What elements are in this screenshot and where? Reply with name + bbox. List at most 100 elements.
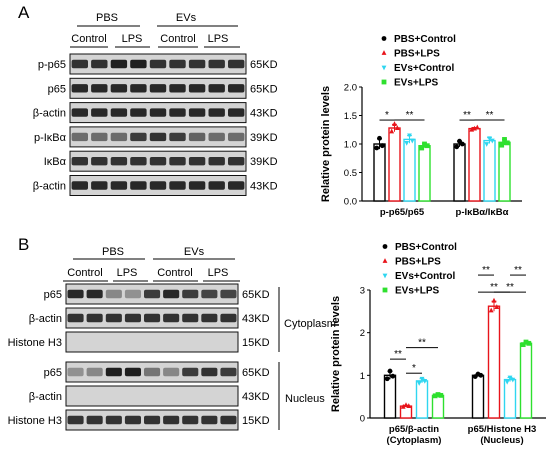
data-point (488, 307, 494, 313)
blot-size-label: 15KD (242, 337, 270, 349)
blot-protein-label: p65 (48, 83, 66, 95)
x-category-label-line: p-IκBα/IκBα (456, 207, 509, 218)
legend-label: EVs+LPS (394, 78, 439, 89)
data-point (392, 121, 397, 126)
data-point (478, 372, 484, 378)
blot-band (188, 181, 206, 190)
panel-b-label: B (18, 235, 29, 254)
blot-band (228, 84, 245, 93)
blot-band (188, 59, 206, 69)
data-point (432, 393, 438, 399)
legend-label: EVs+Control (395, 271, 456, 282)
x-category-label: p-p65/p65 (380, 207, 425, 218)
panel-b-group-evs: EVs (184, 246, 205, 258)
y-tick-label: 3 (360, 286, 365, 297)
y-tick-label: 0 (360, 414, 365, 425)
data-point (504, 140, 510, 146)
data-point (403, 402, 409, 408)
blot-band (130, 59, 147, 69)
data-point (374, 145, 380, 151)
blot-band (208, 59, 225, 69)
y-tick-label: 0.0 (344, 197, 357, 208)
blot-band (228, 59, 245, 69)
blot-band (149, 181, 167, 190)
data-point (387, 368, 393, 374)
bar (503, 378, 517, 419)
data-point (390, 373, 396, 379)
bar (415, 380, 429, 419)
x-category-label-line: p-p65/p65 (380, 207, 425, 218)
data-point (419, 145, 425, 151)
blot-protein-label: p65 (44, 289, 62, 301)
blot-protein-label: p-p65 (38, 59, 66, 71)
blot-band (124, 415, 141, 425)
blot-band (169, 108, 186, 117)
blot-row: p-IκBα 39KD (34, 126, 278, 148)
blot-band (201, 289, 218, 299)
legend-marker (382, 273, 388, 279)
blot-strip (65, 331, 239, 353)
blot-protein-label: Histone H3 (8, 415, 62, 427)
blot-band (144, 289, 161, 299)
blot-row: p65 65KD (44, 361, 270, 383)
blot-band (182, 313, 199, 323)
y-axis-label: Relative protein levels (320, 86, 332, 202)
significance-marker: ** (514, 265, 522, 276)
blot-protein-label: β-actin (33, 108, 66, 120)
legend-label: EVs+Control (394, 63, 455, 74)
blot-size-label: 39KD (250, 132, 278, 144)
blot-band (67, 313, 84, 323)
data-point (459, 141, 465, 147)
blot-band (91, 108, 108, 117)
blot-band (71, 59, 88, 69)
blot-band (228, 181, 245, 190)
data-point (404, 140, 410, 146)
data-point (406, 403, 412, 408)
blot-protein-label: Histone H3 (8, 337, 62, 349)
blot-row: Histone H3 15KD (8, 409, 270, 431)
x-category-label: p65/β-actin (Cytoplasm) (387, 424, 442, 446)
blot-band (71, 108, 88, 117)
bar (487, 305, 501, 419)
legend-label: PBS+Control (394, 34, 456, 45)
data-point (487, 136, 492, 142)
significance-marker: ** (506, 282, 514, 293)
blot-band (220, 367, 237, 377)
data-point (523, 339, 529, 345)
panel-a-lane-label: LPS (122, 33, 143, 45)
y-tick-label: 1.5 (344, 111, 357, 122)
blot-band (86, 367, 103, 377)
data-point (438, 392, 444, 398)
legend-marker (381, 50, 387, 55)
blot-band (169, 84, 186, 93)
blot-row: β-actin 43KD (33, 102, 278, 124)
blot-band (91, 132, 108, 142)
blot-band (124, 367, 141, 377)
panel-b-blots: p65 65KD β-actin 43KD Histone H3 15KD p65 65KD β… (8, 283, 270, 431)
blot-band (169, 132, 186, 142)
blot-band (228, 108, 245, 117)
panel-a-lane-label: Control (71, 33, 106, 45)
blot-band (201, 313, 218, 323)
blot-band (110, 59, 128, 69)
blot-band (130, 132, 147, 142)
data-point (407, 133, 412, 139)
blot-band (105, 415, 122, 425)
data-point (389, 128, 395, 134)
blot-band (86, 415, 103, 425)
blot-band (110, 157, 128, 166)
x-category-label-line: (Nucleus) (480, 435, 523, 446)
significance-marker: ** (463, 110, 471, 121)
panel-b-group-pbs: PBS (102, 246, 124, 258)
data-point (435, 392, 441, 397)
blot-band (149, 108, 167, 117)
blot-band (188, 132, 206, 142)
blot-protein-label: p65 (44, 367, 62, 379)
data-point (424, 143, 430, 149)
blot-protein-label: β-actin (29, 391, 62, 403)
blot-band (130, 157, 147, 166)
blot-protein-label: p-IκBα (34, 132, 67, 144)
blot-band (208, 157, 225, 166)
